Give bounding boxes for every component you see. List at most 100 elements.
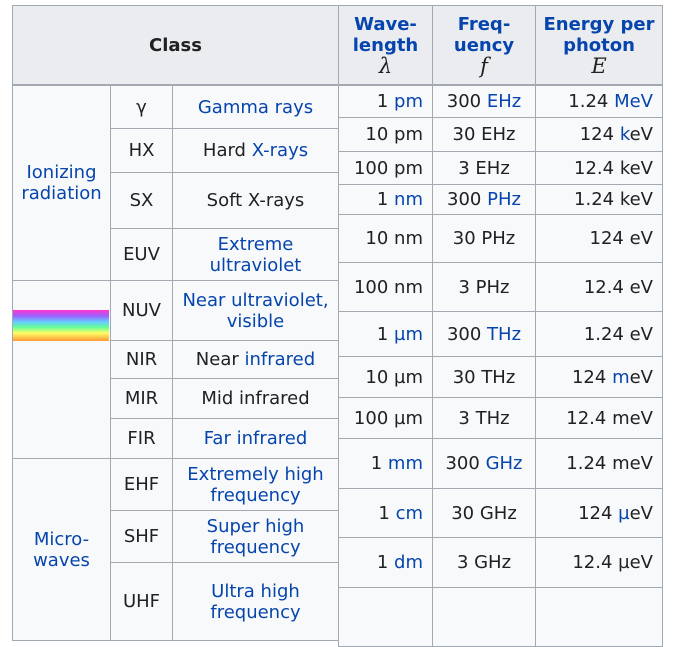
link[interactable]: EHz bbox=[486, 91, 522, 112]
text: 1 bbox=[376, 91, 395, 112]
cell-text: 300 THz bbox=[447, 324, 521, 345]
quantity-header: Wave-length λ bbox=[338, 5, 433, 85]
cell-text: Mid infrared bbox=[201, 388, 309, 409]
cell-text: Super high frequency bbox=[179, 516, 332, 558]
cell-text: 3 PHz bbox=[458, 277, 509, 298]
link[interactable]: dm bbox=[394, 552, 423, 573]
visible-spectrum bbox=[13, 310, 109, 341]
group-label: Ionizing radiation bbox=[12, 85, 111, 281]
header-link[interactable]: uency bbox=[453, 34, 515, 56]
quantity-value: 1.24 keV bbox=[535, 184, 663, 215]
header-link[interactable]: photon bbox=[563, 34, 635, 56]
link[interactable]: GHz bbox=[485, 453, 523, 474]
group-link[interactable]: radiation bbox=[21, 183, 102, 204]
cell-text: 1 nm bbox=[377, 189, 423, 210]
quantity-value: 1 cm bbox=[338, 488, 433, 538]
link[interactable]: mm bbox=[387, 453, 423, 474]
class-name: Soft X-rays bbox=[172, 172, 339, 229]
text: 3 PHz bbox=[458, 276, 510, 298]
link[interactable]: infrared bbox=[244, 349, 316, 370]
spectrum-table: Class Wave-length λ Freq-uency f Energy per ph… bbox=[12, 5, 663, 647]
link[interactable]: PHz bbox=[487, 189, 521, 210]
quantity-value: 3 PHz bbox=[432, 262, 536, 312]
text: 124 bbox=[579, 124, 620, 145]
text: 1.24 bbox=[568, 91, 615, 112]
link[interactable]: cm bbox=[395, 502, 423, 524]
link[interactable]: Super high frequency bbox=[206, 515, 311, 558]
quantity-value: 1 nm bbox=[338, 184, 433, 215]
text: Hard bbox=[202, 140, 252, 161]
text: 3 EHz bbox=[458, 157, 510, 179]
quantity-value: 3 EHz bbox=[432, 151, 536, 185]
text: 1 bbox=[370, 453, 388, 474]
cell-text: 1.24 eV bbox=[584, 324, 653, 345]
link[interactable]: Gamma rays bbox=[197, 96, 314, 118]
text: 1 bbox=[376, 323, 394, 345]
link[interactable]: pm bbox=[394, 91, 423, 112]
cell-text: 1 µm bbox=[377, 324, 423, 345]
header-link[interactable]: Energy per bbox=[543, 13, 655, 35]
cell-text: 30 PHz bbox=[453, 228, 515, 249]
quantity-value: 1 pm bbox=[338, 85, 433, 118]
text: Mid infrared bbox=[201, 388, 310, 409]
cell-text: 100 nm bbox=[354, 277, 423, 298]
link[interactable]: µ bbox=[618, 502, 630, 524]
group-link[interactable]: waves bbox=[33, 549, 90, 571]
cell-text: Ultra high frequency bbox=[179, 581, 332, 623]
text: 10 nm bbox=[365, 228, 423, 249]
group-visible bbox=[12, 280, 111, 459]
text: 100 µm bbox=[353, 407, 423, 429]
empty-cell bbox=[432, 587, 536, 647]
text: 10 pm bbox=[365, 124, 423, 145]
link[interactable]: nm bbox=[394, 189, 423, 210]
text: eV bbox=[629, 124, 653, 145]
cell-text: 30 THz bbox=[453, 367, 516, 388]
cell-text: 1 cm bbox=[378, 503, 423, 524]
cell-text: 30 GHz bbox=[451, 503, 517, 524]
link[interactable]: Extremely high frequency bbox=[187, 463, 330, 506]
link[interactable]: k bbox=[619, 124, 630, 145]
quantity-header: Energy per photon E bbox=[535, 5, 663, 85]
empty-cell bbox=[338, 587, 433, 647]
quantity-value: 1 µm bbox=[338, 311, 433, 357]
link[interactable]: m bbox=[612, 366, 630, 388]
link[interactable]: MeV bbox=[614, 91, 653, 112]
group-link[interactable]: Ionizing bbox=[26, 162, 97, 183]
cell-text: 1.24 keV bbox=[574, 189, 653, 210]
group-link[interactable]: Micro- bbox=[33, 528, 90, 550]
cell-text: 100 µm bbox=[354, 408, 423, 429]
class-symbol: γ bbox=[110, 85, 173, 129]
link[interactable]: THz bbox=[487, 323, 522, 345]
quantity-value: 12.4 µeV bbox=[535, 537, 663, 588]
class-symbol: FIR bbox=[110, 418, 173, 459]
text: Soft X-rays bbox=[206, 190, 305, 211]
class-symbol: UHF bbox=[110, 562, 173, 641]
header-link[interactable]: Wave- bbox=[354, 13, 417, 35]
symbol: E bbox=[591, 53, 607, 78]
group-label: Micro-waves bbox=[12, 458, 111, 641]
cell-text: 1 pm bbox=[377, 91, 423, 112]
class-name: Far infrared bbox=[172, 418, 339, 459]
quantity-value: 12.4 meV bbox=[535, 397, 663, 439]
link[interactable]: Far infrared bbox=[203, 428, 308, 449]
quantity-value: 1.24 meV bbox=[535, 438, 663, 489]
text: Near bbox=[195, 349, 245, 370]
text: eV bbox=[629, 502, 653, 524]
quantity-value: 100 µm bbox=[338, 397, 433, 439]
link[interactable]: µm bbox=[394, 323, 423, 345]
link[interactable]: Extreme ultraviolet bbox=[209, 233, 302, 276]
text: 124 eV bbox=[589, 228, 653, 249]
cell-text: 12.4 eV bbox=[584, 277, 653, 298]
cell-text: 1 dm bbox=[377, 552, 423, 573]
text: 12.4 µeV bbox=[572, 552, 653, 573]
link[interactable]: X-rays bbox=[251, 140, 309, 161]
cell-text: 300 PHz bbox=[447, 189, 521, 210]
quantity-value: 300 GHz bbox=[432, 438, 536, 489]
header-link[interactable]: length bbox=[352, 34, 419, 56]
header-link[interactable]: Freq- bbox=[457, 13, 511, 35]
quantity-value: 12.4 eV bbox=[535, 262, 663, 312]
quantity-value: 30 GHz bbox=[432, 488, 536, 538]
link[interactable]: Ultra high frequency bbox=[210, 580, 306, 623]
text: 12.4 meV bbox=[566, 407, 653, 429]
link[interactable]: Near ultraviolet, visible bbox=[182, 289, 335, 332]
